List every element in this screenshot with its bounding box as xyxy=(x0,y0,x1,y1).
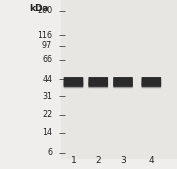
FancyBboxPatch shape xyxy=(113,82,133,88)
Text: 116: 116 xyxy=(37,31,52,40)
FancyBboxPatch shape xyxy=(64,79,83,86)
FancyBboxPatch shape xyxy=(64,77,83,87)
FancyBboxPatch shape xyxy=(141,82,161,88)
Text: 22: 22 xyxy=(42,110,52,119)
Text: 4: 4 xyxy=(149,156,154,165)
FancyBboxPatch shape xyxy=(64,82,83,88)
FancyBboxPatch shape xyxy=(88,79,108,86)
FancyBboxPatch shape xyxy=(113,77,133,87)
Text: 97: 97 xyxy=(42,41,52,50)
Bar xyxy=(61,0,177,159)
Text: 44: 44 xyxy=(42,75,52,84)
Text: 3: 3 xyxy=(120,156,126,165)
Text: 1: 1 xyxy=(71,156,76,165)
Text: 31: 31 xyxy=(42,92,52,101)
FancyBboxPatch shape xyxy=(141,77,161,87)
FancyBboxPatch shape xyxy=(88,77,108,87)
Text: 6: 6 xyxy=(47,148,52,158)
FancyBboxPatch shape xyxy=(141,79,161,86)
FancyBboxPatch shape xyxy=(88,82,108,88)
FancyBboxPatch shape xyxy=(113,79,133,86)
Text: 66: 66 xyxy=(42,55,52,65)
Text: 200: 200 xyxy=(37,6,52,16)
Text: kDa: kDa xyxy=(29,4,49,13)
Text: 14: 14 xyxy=(42,128,52,137)
Text: 2: 2 xyxy=(95,156,101,165)
